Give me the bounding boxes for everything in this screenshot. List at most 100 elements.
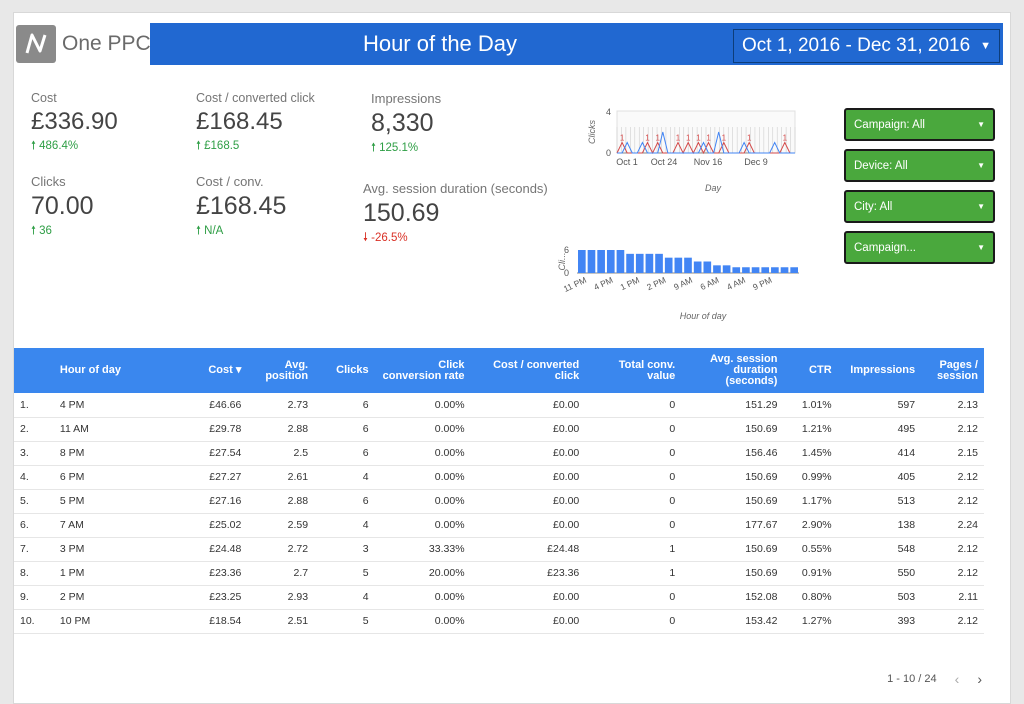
total-conv-value-cell: 0 xyxy=(579,417,676,442)
data-label: 1 xyxy=(696,134,701,143)
scorecard-avg-session: Avg. session duration (seconds) 150.69 🠗… xyxy=(363,181,548,249)
col-clicks[interactable]: Clicks xyxy=(336,364,369,376)
col-avg-session-duration[interactable]: Avg. session duration (seconds) xyxy=(709,353,778,387)
y-tick-label: 0 xyxy=(564,268,569,278)
avg-position-cell: 2.7 xyxy=(241,561,309,586)
clicks-cell: 5 xyxy=(308,561,369,586)
hour-of-day-table: Hour of day Cost ▾ Avg. position Clicks … xyxy=(14,348,984,634)
table-row: 8. 1 PM £23.36 2.7 5 20.00% £23.36 1 150.69 0.91%… xyxy=(14,561,984,586)
avg-session-cell: 151.29 xyxy=(675,393,778,418)
metric-value: £168.45 xyxy=(196,192,287,220)
col-pages-per-session[interactable]: Pages / session xyxy=(937,358,978,382)
row-index: 9. xyxy=(14,585,60,610)
data-label: 1 xyxy=(686,134,691,143)
table-row: 4. 6 PM £27.27 2.61 4 0.00% £0.00 0 150.69 0.99% 4… xyxy=(14,465,984,490)
data-label: 1 xyxy=(620,134,625,143)
x-tick-label: 4 PM xyxy=(592,275,614,292)
table-row: 2. 11 AM £29.78 2.88 6 0.00% £0.00 0 150.69 1.21%… xyxy=(14,417,984,442)
col-ctr[interactable]: CTR xyxy=(809,364,832,376)
ctr-cell: 1.45% xyxy=(777,441,832,466)
impressions-cell: 138 xyxy=(831,513,916,538)
col-click-conversion-rate[interactable]: Click conversion rate xyxy=(382,358,465,382)
scorecard-cost: Cost £336.90 🠕 486.4% xyxy=(31,91,118,157)
x-axis-label: Day xyxy=(705,183,722,193)
col-cost-per-converted-click[interactable]: Cost / converted click xyxy=(493,358,580,382)
col-total-conv-value[interactable]: Total conv. value xyxy=(618,358,676,382)
avg-position-cell: 2.72 xyxy=(241,537,309,562)
filter-device[interactable]: Device: All ▼ xyxy=(844,149,995,182)
avg-session-cell: 152.08 xyxy=(675,585,778,610)
metric-value: 150.69 xyxy=(363,199,440,227)
row-index: 3. xyxy=(14,441,60,466)
col-avg-position[interactable]: Avg. position xyxy=(265,358,309,382)
avg-position-cell: 2.61 xyxy=(241,465,309,490)
filter-campaign[interactable]: Campaign: All ▼ xyxy=(844,108,995,141)
click-conv-rate-cell: 0.00% xyxy=(368,465,465,490)
arrow-down-icon: 🠗 xyxy=(363,232,368,244)
col-cost[interactable]: Cost ▾ xyxy=(208,364,242,376)
filter-campaign-2[interactable]: Campaign... ▼ xyxy=(844,231,995,264)
pages-per-session-cell: 2.12 xyxy=(915,465,984,490)
delta-value: -26.5% xyxy=(371,232,408,244)
impressions-cell: 393 xyxy=(831,609,916,634)
avg-session-cell: 177.67 xyxy=(675,513,778,538)
clicks-cell: 4 xyxy=(308,465,369,490)
pages-per-session-cell: 2.15 xyxy=(915,441,984,466)
cost-cell: £29.78 xyxy=(174,417,242,442)
pages-per-session-cell: 2.12 xyxy=(915,561,984,586)
cost-per-conv-click-cell: £0.00 xyxy=(464,393,580,418)
ctr-cell: 2.90% xyxy=(777,513,832,538)
y-axis-label: Cli... xyxy=(557,253,567,271)
metric-delta: 🠗 -26.5% xyxy=(363,230,548,249)
click-conv-rate-cell: 33.33% xyxy=(368,537,465,562)
date-range-picker[interactable]: Oct 1, 2016 - Dec 31, 2016 ▼ xyxy=(733,29,1000,63)
hour-cell: 7 AM xyxy=(59,513,175,538)
cost-cell: £18.54 xyxy=(174,609,242,634)
ctr-cell: 1.21% xyxy=(777,417,832,442)
bar xyxy=(722,265,731,273)
x-tick-label: Oct 1 xyxy=(616,157,638,167)
filter-label: Device: All xyxy=(854,159,908,172)
ctr-cell: 1.17% xyxy=(777,489,832,514)
logo-mark-icon xyxy=(16,25,56,63)
table-header-row: Hour of day Cost ▾ Avg. position Clicks … xyxy=(14,348,984,393)
filter-city[interactable]: City: All ▼ xyxy=(844,190,995,223)
cost-per-conv-click-cell: £24.48 xyxy=(464,537,580,562)
cost-cell: £24.48 xyxy=(174,537,242,562)
pages-per-session-cell: 2.12 xyxy=(915,417,984,442)
next-page-icon[interactable]: › xyxy=(977,671,982,687)
click-conv-rate-cell: 0.00% xyxy=(368,417,465,442)
pagination: 1 - 10 / 24 ‹ › xyxy=(887,671,982,687)
avg-session-cell: 156.46 xyxy=(675,441,778,466)
pages-per-session-cell: 2.13 xyxy=(915,393,984,418)
cost-per-conv-click-cell: £0.00 xyxy=(464,609,580,634)
col-hour-of-day[interactable]: Hour of day xyxy=(59,364,122,376)
date-range-label: Oct 1, 2016 - Dec 31, 2016 xyxy=(742,35,971,56)
metric-label: Clicks xyxy=(31,174,66,189)
hour-cell: 10 PM xyxy=(59,609,175,634)
cost-cell: £46.66 xyxy=(174,393,242,418)
table-row: 5. 5 PM £27.16 2.88 6 0.00% £0.00 0 150.69 1.17% 5… xyxy=(14,489,984,514)
bar xyxy=(771,267,779,273)
bar xyxy=(684,257,692,273)
impressions-cell: 414 xyxy=(831,441,916,466)
x-tick-label: Dec 9 xyxy=(744,157,768,167)
avg-position-cell: 2.88 xyxy=(241,417,309,442)
hour-cell: 6 PM xyxy=(59,465,175,490)
x-tick-label: 9 AM xyxy=(672,275,694,292)
bar xyxy=(606,250,615,273)
hour-cell: 5 PM xyxy=(59,489,175,514)
col-impressions[interactable]: Impressions xyxy=(850,364,916,376)
bar xyxy=(693,261,702,273)
avg-session-cell: 150.69 xyxy=(675,417,778,442)
metric-label: Cost / converted click xyxy=(196,91,315,105)
x-tick-label: Nov 16 xyxy=(694,157,723,167)
clicks-cell: 6 xyxy=(308,489,369,514)
metric-label: Cost / conv. xyxy=(196,174,264,189)
x-tick-label: 9 PM xyxy=(751,275,773,292)
prev-page-icon[interactable]: ‹ xyxy=(954,671,960,687)
metric-delta: 🠕 N/A xyxy=(196,223,286,242)
arrow-up-icon: 🠕 xyxy=(31,140,36,152)
chevron-down-icon: ▼ xyxy=(980,40,992,52)
